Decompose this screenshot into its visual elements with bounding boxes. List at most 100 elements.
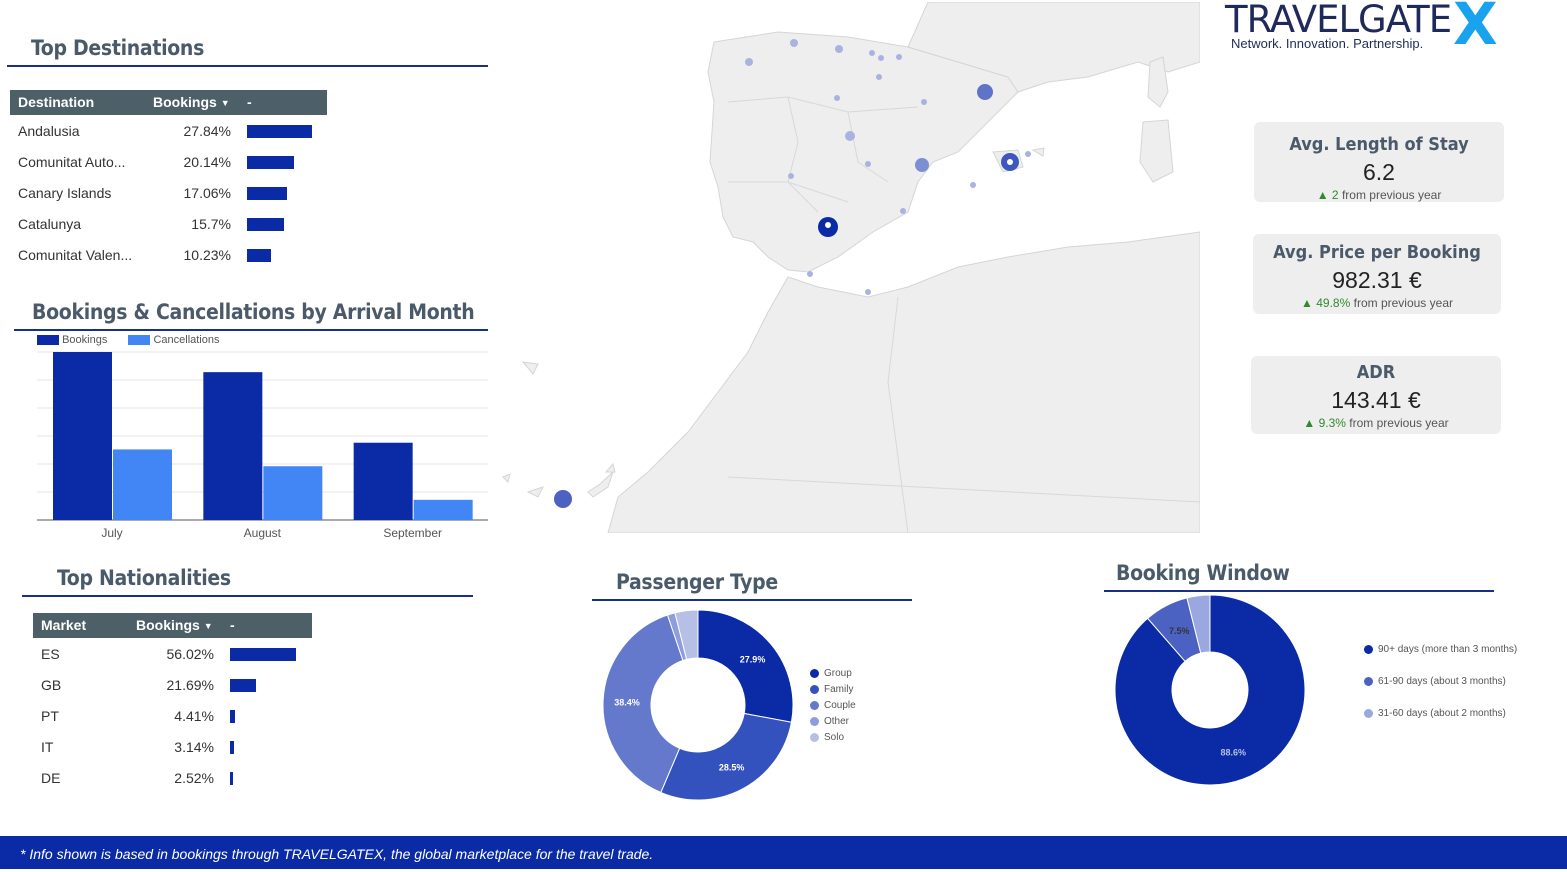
up-arrow-icon: ▲ xyxy=(1303,416,1316,430)
row-percent: 10.23% xyxy=(183,247,231,263)
map-point-sevilla-center xyxy=(825,222,831,228)
legend-swatch-bookings xyxy=(37,335,59,346)
footer-bar: * Info shown is based in bookings throug… xyxy=(0,836,1567,869)
map-point-mallorca-center xyxy=(1007,159,1013,165)
row-label: DE xyxy=(41,770,61,786)
top-destinations-rule xyxy=(7,65,488,67)
map-point-valencia[interactable] xyxy=(915,158,929,172)
map-land-africa xyxy=(607,231,1200,533)
legend-label-cancellations: Cancellations xyxy=(153,334,220,346)
legend-dot-icon xyxy=(1364,677,1373,686)
bar-bookings-july[interactable] xyxy=(53,352,112,520)
passenger-type-donut: 27.9% 28.5% 38.4% xyxy=(602,609,794,801)
map-point-madrid[interactable] xyxy=(845,131,855,141)
legend-item[interactable]: 90+ days (more than 3 months) xyxy=(1364,644,1518,655)
map-borders xyxy=(727,96,1200,533)
column-header-destination[interactable]: Destination xyxy=(18,94,95,110)
legend-swatch-cancellations xyxy=(128,335,151,346)
row-percent: 17.06% xyxy=(183,185,231,201)
slice-couple[interactable] xyxy=(602,614,684,794)
bar-cancellations-september[interactable] xyxy=(413,499,473,520)
top-destinations-title: Top Destinations xyxy=(31,36,205,60)
top-nationalities-header: Market Bookings ▼ - xyxy=(33,613,312,638)
legend-item[interactable]: Group xyxy=(810,668,914,679)
bookings-chart-legend: Bookings Cancellations xyxy=(37,334,220,346)
kpi-title: ADR xyxy=(1356,362,1396,383)
legend-dot-icon xyxy=(1364,709,1373,718)
row-bar xyxy=(230,772,233,785)
legend-item[interactable]: Other xyxy=(810,716,914,727)
map-point-barcelona[interactable] xyxy=(977,84,993,100)
x-tick-label: August xyxy=(244,526,282,540)
column-header-market[interactable]: Market xyxy=(41,617,87,633)
table-row[interactable]: Canary Islands 17.06% xyxy=(18,184,328,215)
bookings-chart-title: Bookings & Cancellations by Arrival Mont… xyxy=(32,300,475,324)
row-percent: 15.7% xyxy=(191,216,231,232)
legend-item[interactable]: Family xyxy=(810,684,914,695)
row-percent: 4.41% xyxy=(174,708,214,724)
travelgatex-logo: TRAVELGATE X Network. Innovation. Partne… xyxy=(1225,0,1525,60)
column-header-bookings[interactable]: Bookings ▼ xyxy=(153,94,230,110)
row-bar xyxy=(230,741,234,754)
table-row[interactable]: PT 4.41% xyxy=(41,707,311,738)
slice-data-label: 27.9% xyxy=(740,655,766,665)
booking-window-donut: 88.6% 7.5% xyxy=(1114,594,1306,786)
bar-bookings-september[interactable] xyxy=(353,442,413,520)
legend-dot-icon xyxy=(810,701,819,710)
slice-data-label: 38.4% xyxy=(614,697,640,707)
sort-desc-icon[interactable]: ▼ xyxy=(203,620,213,631)
logo-brand: TRAVELGATE xyxy=(1225,0,1452,41)
row-percent: 20.14% xyxy=(183,154,231,170)
row-percent: 21.69% xyxy=(166,677,214,693)
sort-desc-icon[interactable]: ▼ xyxy=(220,97,230,108)
map-point-canary[interactable] xyxy=(554,490,572,508)
map-land-balearic-east xyxy=(1031,147,1045,157)
row-label: Andalusia xyxy=(18,123,80,139)
column-header-bar: - xyxy=(230,617,235,633)
row-percent: 3.14% xyxy=(174,739,214,755)
table-row[interactable]: Comunitat Auto... 20.14% xyxy=(18,153,328,184)
row-label: PT xyxy=(41,708,59,724)
table-row[interactable]: Catalunya 15.7% xyxy=(18,215,328,246)
slice-solo[interactable] xyxy=(674,609,699,661)
up-arrow-icon: ▲ xyxy=(1316,188,1329,202)
map-land-canary xyxy=(502,361,616,498)
bar-cancellations-august[interactable] xyxy=(263,466,323,520)
slice-31-60[interactable] xyxy=(1186,594,1211,654)
footer-note: * Info shown is based in bookings throug… xyxy=(20,846,654,862)
table-row[interactable]: Andalusia 27.84% xyxy=(18,122,328,153)
kpi-delta: ▲ 49.8% from previous year xyxy=(1301,296,1453,310)
legend-dot-icon xyxy=(810,685,819,694)
legend-item[interactable]: Couple xyxy=(810,700,914,711)
row-label: Comunitat Valen... xyxy=(18,247,133,263)
bar-cancellations-july[interactable] xyxy=(113,449,172,520)
slice-group[interactable] xyxy=(697,609,794,723)
legend-label: Group xyxy=(824,668,852,679)
legend-label: 90+ days (more than 3 months) xyxy=(1378,644,1518,655)
table-row[interactable]: GB 21.69% xyxy=(41,676,311,707)
kpi-avg-length-of-stay: Avg. Length of Stay 6.2 ▲ 2 from previou… xyxy=(1254,122,1504,202)
legend-label: Other xyxy=(824,716,850,727)
legend-item[interactable]: Solo xyxy=(810,732,914,743)
legend-item[interactable]: 31-60 days (about 2 months) xyxy=(1364,708,1518,719)
row-bar xyxy=(230,710,235,723)
kpi-title: Avg. Length of Stay xyxy=(1289,134,1469,155)
slice-family[interactable] xyxy=(660,712,793,801)
row-bar xyxy=(247,187,287,200)
table-row[interactable]: ES 56.02% xyxy=(41,645,311,676)
table-row[interactable]: Comunitat Valen... 10.23% xyxy=(18,246,328,277)
row-bar xyxy=(230,679,256,692)
bookings-map[interactable] xyxy=(488,2,1200,533)
table-row[interactable]: DE 2.52% xyxy=(41,769,311,800)
kpi-delta: ▲ 2 from previous year xyxy=(1316,188,1442,202)
passenger-type-rule xyxy=(592,599,912,601)
legend-dot-icon xyxy=(1364,645,1373,654)
bar-bookings-august[interactable] xyxy=(203,372,263,520)
table-row[interactable]: IT 3.14% xyxy=(41,738,311,769)
row-bar xyxy=(247,156,294,169)
map-small-points xyxy=(745,39,1031,295)
slice-90+[interactable] xyxy=(1114,594,1306,786)
legend-item[interactable]: 61-90 days (about 3 months) xyxy=(1364,676,1518,687)
column-header-bookings[interactable]: Bookings ▼ xyxy=(136,617,213,633)
kpi-adr: ADR 143.41 € ▲ 9.3% from previous year xyxy=(1251,356,1501,434)
